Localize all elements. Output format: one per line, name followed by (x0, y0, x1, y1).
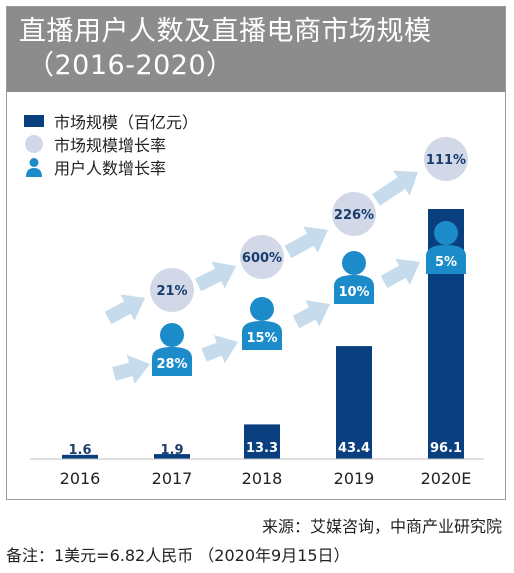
market-growth-marker (332, 192, 376, 236)
x-tick-label: 2018 (242, 469, 283, 488)
growth-arrows (104, 170, 420, 384)
chart-canvas: 1.6 1.9 13.3 43.4 96.1 21% 600% 226% 111% 28% 15%… (30, 137, 484, 488)
bar-2018 (244, 424, 280, 459)
chart-frame: 直播用户人数及直播电商市场规模 （2016-2020） (6, 6, 506, 500)
legend-label: 市场规模（百亿元） (54, 113, 199, 132)
market-growth-arrow (372, 170, 418, 206)
legend-bar-swatch (24, 115, 44, 127)
user-growth-arrow (112, 354, 150, 384)
x-tick-label: 2020E (421, 469, 472, 488)
legend-circle-swatch (25, 135, 43, 153)
legend-label: 用户人数增长率 (54, 159, 167, 178)
chart-subtitle: （2016-2020） (27, 50, 234, 81)
user-growth-marker: 10% (334, 251, 374, 304)
legend-item-market-size: 市场规模（百亿元） (24, 110, 198, 132)
market-growth-marker (240, 235, 284, 279)
legend-label: 市场规模增长率 (54, 136, 167, 155)
user-growth-label: 28% (156, 357, 187, 372)
user-growth-arrow (292, 300, 330, 329)
market-growth-marker (424, 137, 468, 181)
market-growth-arrow (104, 294, 145, 325)
bar-2017 (154, 454, 190, 459)
market-growth-marker (150, 268, 194, 312)
market-growth-label: 21% (156, 284, 187, 299)
user-growth-marker: 28% (152, 323, 192, 376)
x-tick-label: 2019 (334, 469, 375, 488)
bar-value-label: 1.9 (160, 443, 183, 458)
user-growth-marker: 5% (426, 221, 466, 274)
bar-value-label: 96.1 (430, 441, 462, 456)
title-bar: 直播用户人数及直播电商市场规模 （2016-2020） (7, 7, 505, 92)
chart-title: 直播用户人数及直播电商市场规模 (19, 16, 432, 47)
market-growth-arrow (284, 226, 328, 259)
bar-value-label: 13.3 (246, 441, 278, 456)
user-growth-arrow (380, 258, 420, 289)
bar-2019 (336, 346, 372, 459)
legend: 市场规模（百亿元） 市场规模增长率 用户人数增长率 (24, 110, 198, 179)
x-axis: 2016 2017 2018 2019 2020E (30, 458, 484, 488)
market-growth-label: 111% (426, 153, 466, 168)
user-growth-marker: 15% (242, 297, 282, 350)
markers-layer: 21% 600% 226% 111% 28% 15% 10% 5% (150, 137, 468, 376)
bar-value-label: 1.6 (68, 443, 91, 458)
legend-item-user-growth: 用户人数增长率 (24, 156, 198, 178)
source-note: 来源：艾媒咨询，中商产业研究院 (261, 517, 502, 536)
bar-2016 (62, 454, 98, 459)
market-growth-label: 600% (242, 251, 282, 266)
legend-item-market-growth: 市场规模增长率 (24, 133, 198, 155)
user-growth-label: 15% (246, 331, 277, 346)
market-growth-arrow (194, 261, 236, 292)
footnote: 备注：1美元=6.82人民币 （2020年9月15日） (6, 546, 350, 565)
user-growth-arrow (201, 335, 238, 364)
person-icon (26, 158, 42, 177)
bar-value-label: 43.4 (338, 441, 370, 456)
x-tick-label: 2016 (60, 469, 101, 488)
user-growth-label: 10% (338, 285, 369, 300)
x-tick-label: 2017 (152, 469, 193, 488)
market-growth-label: 226% (334, 208, 374, 223)
user-growth-label: 5% (435, 255, 457, 270)
